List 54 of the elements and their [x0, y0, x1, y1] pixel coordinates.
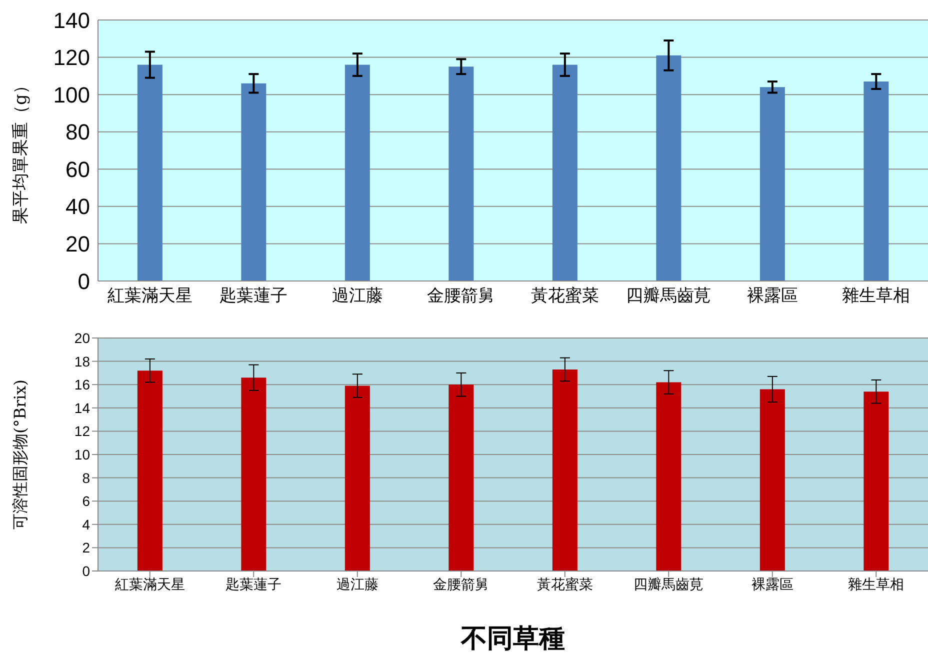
y-tick-label: 16 [74, 376, 90, 393]
y-tick-label: 100 [53, 82, 90, 108]
y-tick-label: 14 [74, 400, 90, 416]
x-tick-label: 黃花蜜菜 [530, 286, 599, 306]
bar [344, 64, 370, 281]
bar [656, 55, 682, 281]
y-tick-label: 60 [66, 156, 90, 182]
y-tick-label: 80 [66, 120, 90, 145]
bar [760, 389, 785, 571]
y-tick-label: 40 [66, 194, 90, 220]
bar [864, 82, 889, 281]
x-tick-label: 裸露區 [751, 576, 794, 593]
y-tick-label: 120 [53, 45, 90, 70]
bar [137, 370, 162, 571]
y-tick-label: 4 [82, 516, 90, 532]
x-tick-label: 過江藤 [336, 576, 378, 593]
y-tick-label: 10 [74, 446, 90, 462]
y-tick-label: 12 [74, 423, 90, 440]
bar [656, 382, 682, 571]
y-tick-label: 0 [78, 268, 90, 294]
x-tick-label: 雜生草相 [842, 286, 910, 306]
bar [137, 64, 162, 281]
bar [344, 386, 370, 571]
x-tick-label: 金腰箭舅 [427, 286, 496, 306]
bar [552, 369, 578, 571]
bar [241, 83, 266, 281]
x-tick-label: 紅葉滿天星 [114, 576, 185, 593]
x-tick-label: 匙葉蓮子 [226, 576, 282, 593]
bar [448, 66, 474, 281]
x-tick-label: 匙葉蓮子 [220, 286, 288, 306]
y-tick-label: 8 [82, 470, 90, 486]
x-tick-label: 金腰箭舅 [433, 576, 490, 593]
x-tick-label: 四瓣馬齒莧 [634, 576, 704, 593]
y-tick-label: 6 [82, 493, 90, 510]
x-tick-label: 裸露區 [746, 286, 798, 306]
y-axis-title: 果平均單果重（g） [11, 77, 32, 224]
x-tick-label: 雜生草相 [848, 576, 904, 593]
y-tick-label: 20 [74, 330, 90, 346]
bar [448, 384, 474, 571]
bar [760, 87, 785, 281]
y-tick-label: 18 [74, 353, 90, 370]
y-tick-label: 140 [53, 8, 90, 33]
y-tick-label: 20 [66, 232, 90, 257]
bar [552, 64, 578, 281]
y-tick-label: 2 [82, 540, 90, 556]
bar [864, 392, 889, 571]
y-axis-title: 可溶性固形物(°Brix) [10, 379, 30, 530]
y-tick-label: 0 [82, 562, 90, 579]
x-tick-label: 過江藤 [332, 286, 383, 306]
x-tick-label: 紅葉滿天星 [107, 286, 192, 306]
x-axis-title: 不同草種 [460, 624, 565, 654]
x-tick-label: 四瓣馬齒莧 [626, 286, 712, 306]
bar [241, 378, 266, 571]
x-tick-label: 黃花蜜菜 [536, 576, 593, 593]
